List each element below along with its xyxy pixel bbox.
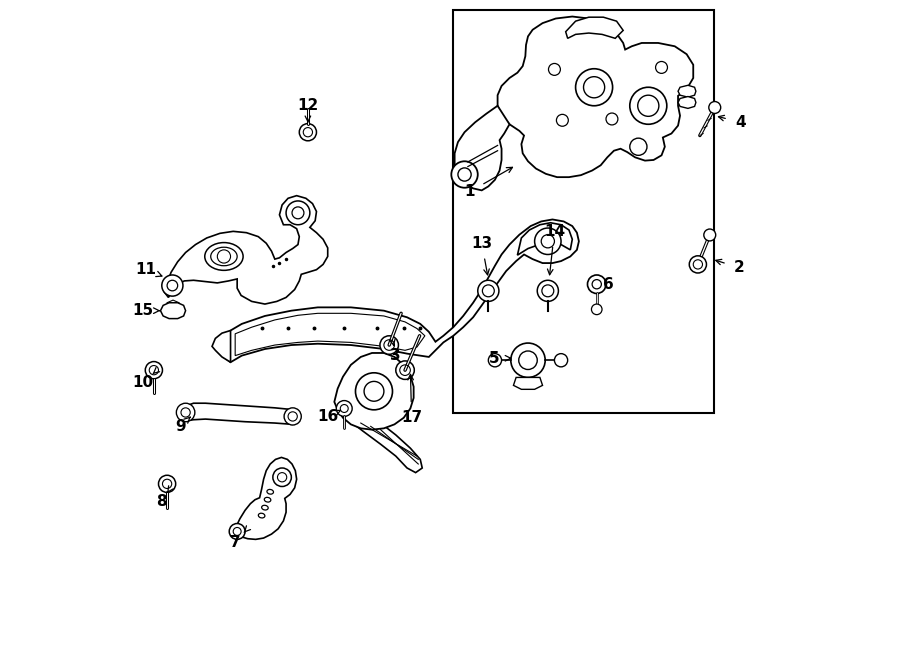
- Text: 11: 11: [135, 262, 157, 277]
- Text: 2: 2: [734, 260, 745, 275]
- Polygon shape: [165, 196, 328, 304]
- Text: 15: 15: [132, 303, 154, 318]
- Circle shape: [300, 124, 317, 141]
- Text: 8: 8: [157, 494, 167, 508]
- Text: 5: 5: [489, 351, 499, 366]
- Polygon shape: [338, 393, 422, 473]
- Circle shape: [554, 354, 568, 367]
- Circle shape: [630, 87, 667, 124]
- Circle shape: [591, 304, 602, 315]
- Circle shape: [230, 524, 245, 539]
- Polygon shape: [217, 219, 579, 362]
- Polygon shape: [566, 17, 623, 38]
- Circle shape: [511, 343, 545, 377]
- Text: 17: 17: [401, 410, 422, 425]
- Circle shape: [576, 69, 613, 106]
- Polygon shape: [232, 457, 297, 539]
- Polygon shape: [454, 106, 509, 190]
- Text: 9: 9: [175, 419, 185, 434]
- Circle shape: [284, 408, 302, 425]
- Circle shape: [145, 362, 163, 379]
- Text: 4: 4: [735, 115, 746, 130]
- Polygon shape: [160, 303, 185, 319]
- Polygon shape: [498, 17, 693, 177]
- Circle shape: [158, 475, 176, 492]
- Polygon shape: [334, 353, 414, 430]
- Polygon shape: [678, 97, 696, 108]
- Circle shape: [478, 280, 499, 301]
- Circle shape: [337, 401, 352, 416]
- Circle shape: [451, 161, 478, 188]
- Text: 16: 16: [317, 409, 338, 424]
- Ellipse shape: [205, 243, 243, 270]
- Circle shape: [704, 229, 716, 241]
- Circle shape: [588, 275, 606, 293]
- Circle shape: [380, 336, 399, 354]
- Text: 10: 10: [132, 375, 154, 389]
- Text: 3: 3: [391, 348, 401, 363]
- Circle shape: [162, 275, 183, 296]
- Circle shape: [356, 373, 392, 410]
- Text: 6: 6: [603, 277, 614, 292]
- Circle shape: [535, 228, 561, 254]
- Circle shape: [273, 468, 292, 486]
- Circle shape: [489, 354, 501, 367]
- Circle shape: [689, 256, 706, 273]
- Text: 13: 13: [472, 236, 492, 251]
- Circle shape: [286, 201, 310, 225]
- Circle shape: [176, 403, 195, 422]
- Polygon shape: [678, 85, 696, 97]
- Polygon shape: [518, 223, 572, 255]
- FancyBboxPatch shape: [454, 10, 715, 413]
- Text: 7: 7: [230, 535, 240, 549]
- Circle shape: [537, 280, 558, 301]
- Text: 1: 1: [464, 184, 475, 199]
- Polygon shape: [514, 377, 543, 389]
- Circle shape: [709, 102, 721, 114]
- Polygon shape: [212, 330, 230, 362]
- Circle shape: [396, 361, 414, 379]
- Text: 14: 14: [544, 224, 565, 239]
- Text: 12: 12: [297, 98, 319, 113]
- Polygon shape: [180, 403, 300, 424]
